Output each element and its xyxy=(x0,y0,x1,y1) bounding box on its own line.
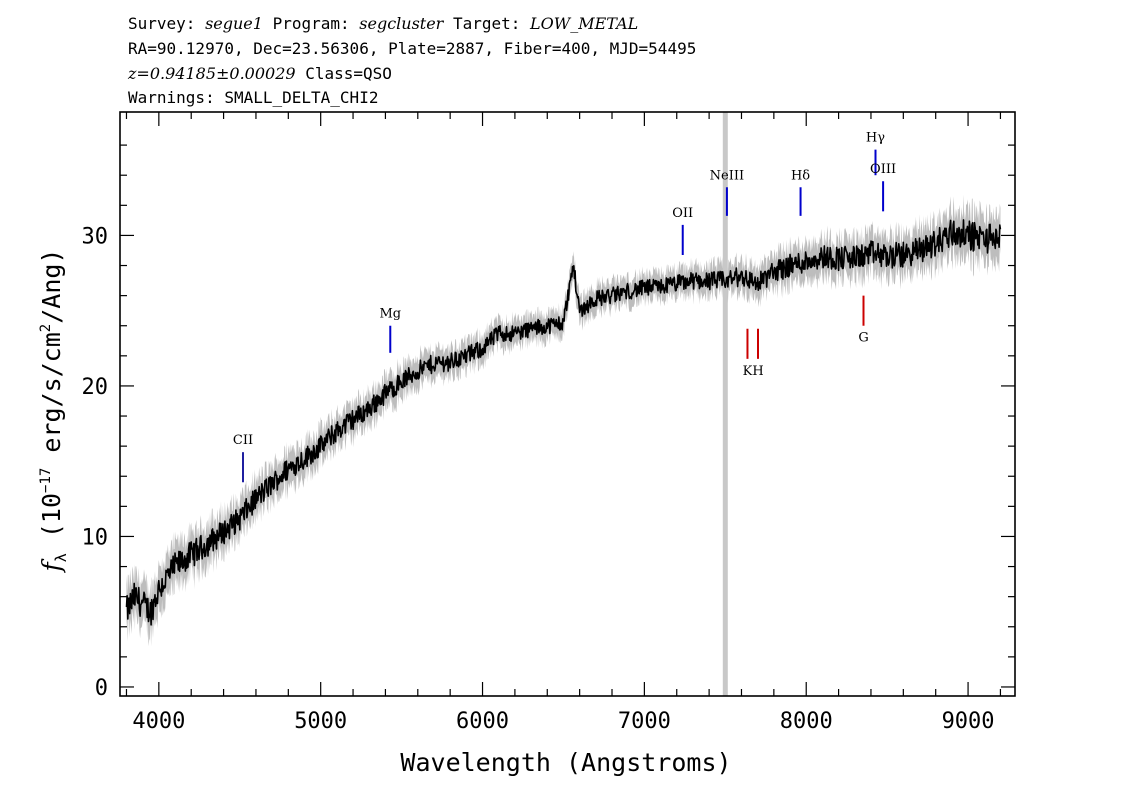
plot-clipped-group xyxy=(125,112,1002,696)
header-line-4: Warnings: SMALL_DELTA_CHI2 xyxy=(128,88,378,107)
flux-line xyxy=(125,219,1002,626)
emission-line-label-h: Hγ xyxy=(866,131,885,146)
emission-line-label-oiii: OIII xyxy=(870,162,896,177)
x-tick-label: 8000 xyxy=(780,709,833,734)
emission-line-label-h: Hδ xyxy=(791,168,810,183)
emission-line-label-neiii: NeIII xyxy=(710,168,744,183)
redshift-value: z=0.94185±0.00029 xyxy=(127,64,296,83)
emission-line-label-cii: CII xyxy=(233,433,253,448)
y-tick-label: 20 xyxy=(82,375,109,400)
y-axis-title: fλ (10−17 erg/s/cm2/Ang) xyxy=(37,249,70,574)
object-class: Class=QSO xyxy=(296,64,392,83)
header-line-1: Survey: segue1 Program: segcluster Targe… xyxy=(128,14,638,33)
y-tick-label: 0 xyxy=(95,676,108,701)
x-tick-label: 6000 xyxy=(456,709,509,734)
x-tick-label: 4000 xyxy=(132,709,185,734)
absorption-line-label-g: G xyxy=(858,331,868,346)
absorption-line-label-h: H xyxy=(752,364,763,379)
flux-error-band xyxy=(126,194,1001,647)
x-axis-title: Wavelength (Angstroms) xyxy=(400,748,731,777)
header-line-3: z=0.94185±0.00029 Class=QSO xyxy=(127,64,392,83)
absorption-line-label-k: K xyxy=(743,364,753,379)
plot-frame xyxy=(119,111,1016,697)
plot-axes: 4000 5000 6000 7000 8000 9000 0 10 20 30 xyxy=(82,111,1016,734)
target-name: LOW_METAL xyxy=(529,14,638,33)
header-line-2: RA=90.12970, Dec=23.56306, Plate=2887, F… xyxy=(128,39,696,58)
plot-area: CII Mg OII NeIII Hδ Hγ OIII K H G xyxy=(125,112,1002,696)
emission-line-label-oii: OII xyxy=(672,206,693,221)
emission-line-label-mg: Mg xyxy=(379,307,401,322)
program-name: segcluster xyxy=(359,14,444,33)
x-tick-label: 7000 xyxy=(618,709,671,734)
x-tick-label: 5000 xyxy=(294,709,347,734)
x-tick-label: 9000 xyxy=(942,709,995,734)
survey-name: segue1 xyxy=(205,14,263,33)
y-tick-label: 30 xyxy=(82,224,109,249)
y-tick-label: 10 xyxy=(82,525,109,550)
